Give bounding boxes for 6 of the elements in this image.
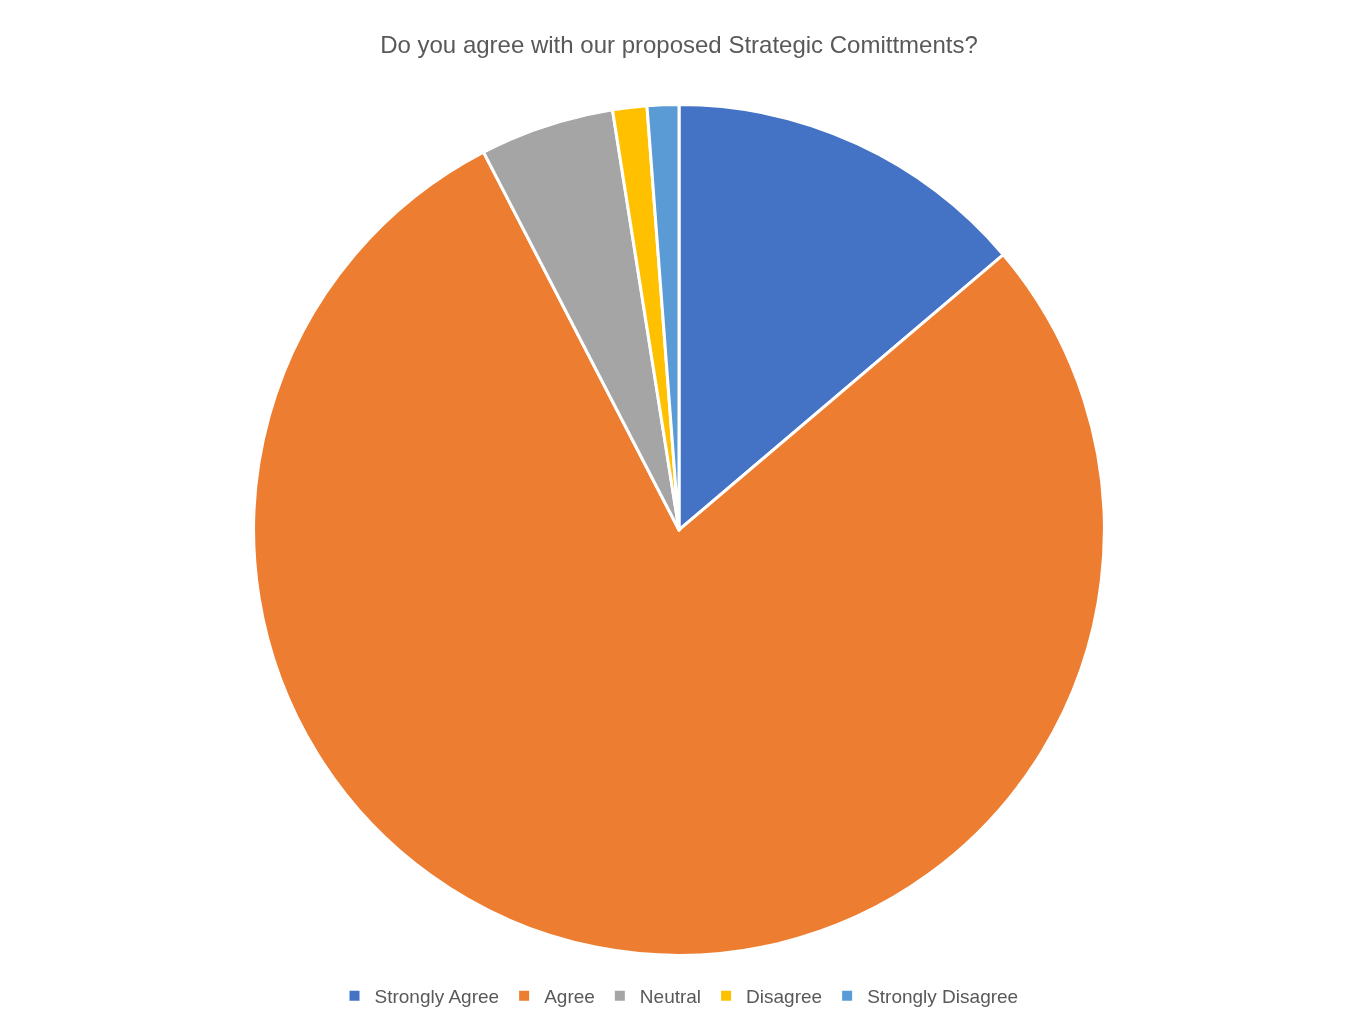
legend-label: Agree — [544, 986, 595, 1008]
legend-label: Neutral — [639, 986, 702, 1008]
legend-label: Strongly Agree — [374, 986, 500, 1008]
legend-label: Strongly Disagree — [867, 986, 1019, 1008]
chart-title: Do you agree with our proposed Strategic Comittments? — [380, 30, 978, 58]
legend-label: Disagree — [746, 986, 823, 1008]
